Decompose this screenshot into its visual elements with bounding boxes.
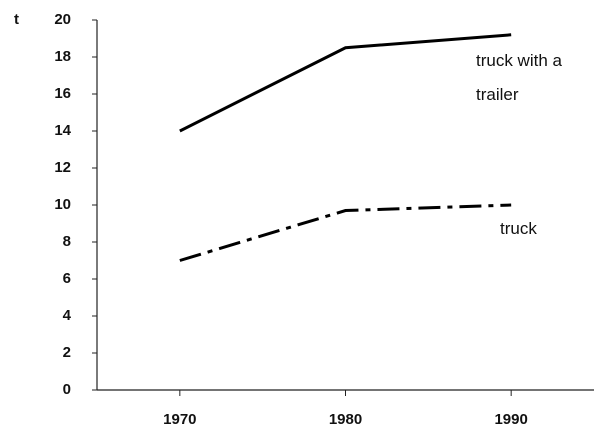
y-axis-label: t <box>14 11 19 28</box>
y-tick-label: 18 <box>54 48 71 65</box>
series-line <box>179 33 512 133</box>
y-tick-label: 6 <box>63 270 71 287</box>
y-tick-label: 16 <box>54 85 71 102</box>
y-tick-label: 4 <box>63 307 72 324</box>
series-line <box>179 203 512 262</box>
y-tick-label: 10 <box>54 196 71 213</box>
y-tick-label: 2 <box>63 344 71 361</box>
x-tick-label: 1970 <box>163 411 196 428</box>
series-label: truck <box>500 219 537 238</box>
y-tick-label: 0 <box>63 381 71 398</box>
x-tick-label: 1980 <box>329 411 362 428</box>
x-tick-label: 1990 <box>494 411 527 428</box>
y-tick-label: 8 <box>63 233 71 250</box>
series-label: truck with a trailer <box>476 51 562 104</box>
y-tick-label: 12 <box>54 159 71 176</box>
y-tick-label: 14 <box>54 122 71 139</box>
y-tick-label: 20 <box>54 11 71 28</box>
